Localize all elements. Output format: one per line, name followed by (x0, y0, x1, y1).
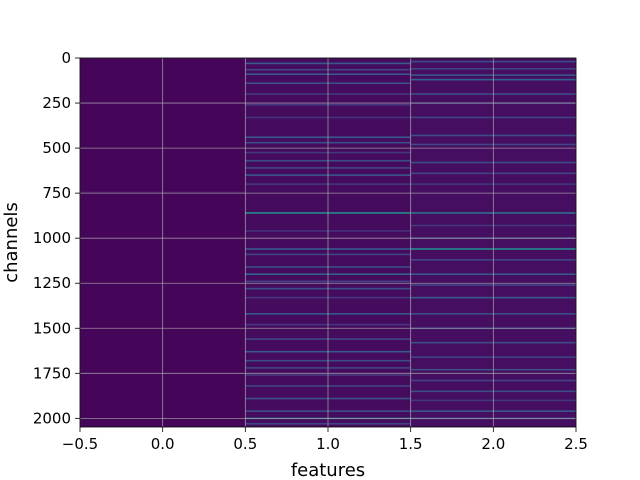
x-tick-label: 2.5 (564, 435, 588, 453)
x-tick-label: 2.0 (481, 435, 505, 453)
y-tick-label: 500 (42, 139, 71, 157)
y-axis: 0 250 500 750 1000 1250 1500 1750 2000 (33, 49, 80, 427)
y-tick-label: 1000 (33, 229, 71, 247)
x-axis: −0.5 0.0 0.5 1.0 1.5 2.0 2.5 (62, 427, 588, 453)
y-tick-label: 0 (61, 49, 71, 67)
y-tick-label: 1750 (33, 364, 71, 382)
x-tick-label: 0.5 (233, 435, 257, 453)
y-tick-label: 1500 (33, 319, 71, 337)
y-axis-label: channels (1, 202, 22, 283)
x-tick-label: 1.0 (316, 435, 340, 453)
x-tick-label: 0.0 (151, 435, 175, 453)
y-tick-label: 2000 (33, 409, 71, 427)
x-axis-label: features (291, 460, 365, 480)
x-tick-label: 1.5 (399, 435, 423, 453)
y-tick-label: 750 (42, 184, 71, 202)
y-tick-label: 250 (42, 94, 71, 112)
y-tick-label: 1250 (33, 274, 71, 292)
x-tick-label: −0.5 (62, 435, 98, 453)
